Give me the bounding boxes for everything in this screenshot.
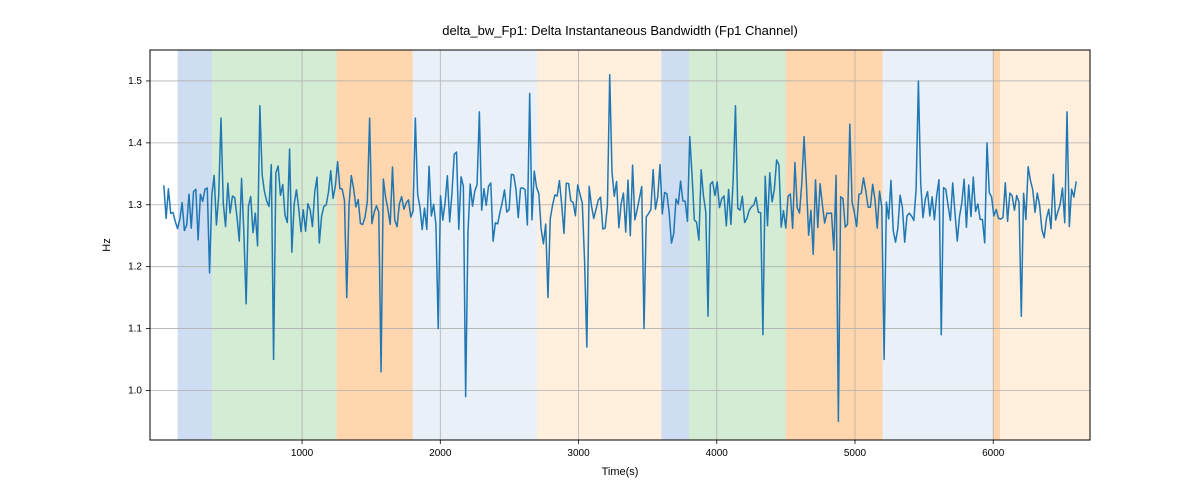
chart-container: 1000 2000 3000 4000 5000 6000 1.0 1.1 1.2 1.3 1.4 1…: [0, 0, 1200, 500]
y-tick-label: 1.1: [128, 324, 142, 335]
band: [661, 50, 689, 440]
x-axis-label: Time(s): [602, 466, 639, 478]
band: [413, 50, 537, 440]
x-tick-label: 1000: [291, 448, 314, 459]
y-axis-label: Hz: [101, 238, 113, 251]
band: [883, 50, 994, 440]
x-tick-label: 5000: [844, 448, 867, 459]
x-tick-label: 2000: [429, 448, 452, 459]
line-chart: 1000 2000 3000 4000 5000 6000 1.0 1.1 1.2 1.3 1.4 1…: [0, 0, 1200, 500]
chart-title: delta_bw_Fp1: Delta Instantaneous Bandwi…: [442, 23, 798, 38]
y-tick-label: 1.5: [128, 76, 142, 87]
x-tick-label: 4000: [706, 448, 729, 459]
y-tick-label: 1.3: [128, 200, 142, 211]
y-tick-label: 1.4: [128, 138, 142, 149]
x-tick-label: 6000: [982, 448, 1005, 459]
y-tick-label: 1.2: [128, 262, 142, 273]
band: [1000, 50, 1090, 440]
band: [689, 50, 786, 440]
band: [178, 50, 213, 440]
x-tick-label: 3000: [567, 448, 590, 459]
band: [993, 50, 1000, 440]
background-bands: [178, 50, 1090, 440]
y-tick-label: 1.0: [128, 385, 142, 396]
